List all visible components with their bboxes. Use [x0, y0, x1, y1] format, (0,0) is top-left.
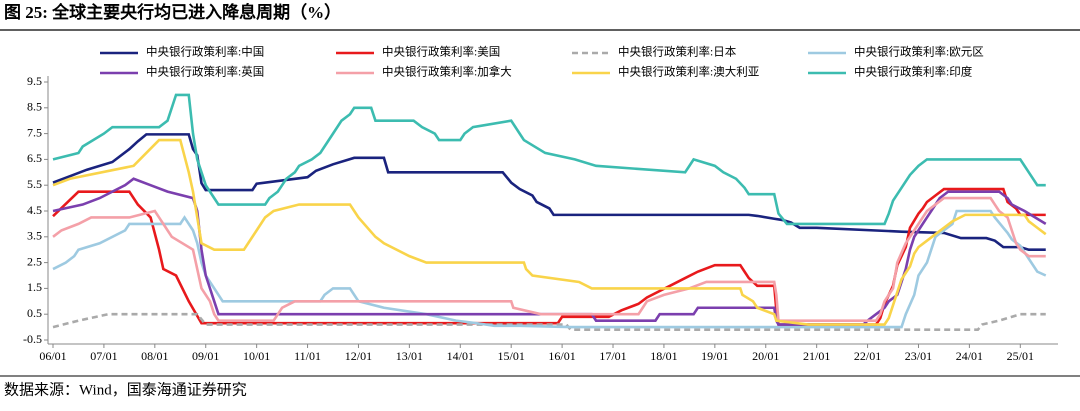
legend-label: 中央银行政策利率:中国	[146, 45, 264, 59]
legend-label: 中央银行政策利率:加拿大	[382, 65, 512, 79]
y-tick-label: 4.5	[27, 203, 42, 217]
legend-label: 中央银行政策利率:英国	[146, 65, 264, 79]
series-line	[52, 93, 1046, 226]
x-tick-label: 06/01	[39, 349, 66, 363]
y-tick-label: 0.5	[27, 306, 42, 320]
y-tick-label: 7.5	[27, 125, 42, 139]
series-line	[52, 177, 1047, 326]
legend-label: 中央银行政策利率:日本	[618, 45, 737, 59]
x-tick-label: 21/01	[803, 349, 830, 363]
chart-title: 图 25: 全球主要央行均已进入降息周期（%）	[4, 2, 341, 22]
y-tick-label: 5.5	[27, 177, 42, 191]
x-tick-label: 15/01	[498, 349, 525, 363]
x-tick-label: 09/01	[192, 349, 219, 363]
legend-label: 中央银行政策利率:欧元区	[854, 45, 984, 59]
y-tick-label: 3.5	[27, 229, 42, 243]
legend-label: 中央银行政策利率:印度	[854, 65, 973, 79]
x-tick-label: 13/01	[396, 349, 423, 363]
x-tick-label: 14/01	[447, 349, 474, 363]
legend-label: 中央银行政策利率:澳大利亚	[618, 65, 759, 79]
x-tick-label: 17/01	[599, 349, 626, 363]
series-line	[52, 209, 1047, 329]
x-tick-label: 19/01	[701, 349, 728, 363]
x-tick-label: 11/01	[294, 349, 321, 363]
y-tick-label: 8.5	[27, 100, 42, 114]
x-tick-label: 22/01	[854, 349, 881, 363]
series-line	[52, 187, 1046, 326]
legend-label: 中央银行政策利率:美国	[382, 45, 500, 59]
y-tick-label: 9.5	[27, 74, 42, 88]
series-line	[52, 133, 1046, 251]
y-tick-label: -0.5	[23, 332, 42, 346]
x-tick-label: 25/01	[1007, 349, 1034, 363]
y-tick-label: 6.5	[27, 151, 42, 165]
y-tick-label: 2.5	[27, 254, 42, 268]
x-tick-label: 10/01	[243, 349, 270, 363]
x-tick-label: 07/01	[90, 349, 117, 363]
x-tick-label: 12/01	[345, 349, 372, 363]
series-line	[52, 138, 1047, 326]
x-tick-label: 18/01	[650, 349, 677, 363]
x-tick-label: 24/01	[956, 349, 983, 363]
x-tick-label: 08/01	[141, 349, 168, 363]
y-tick-label: 1.5	[27, 280, 42, 294]
x-tick-label: 23/01	[905, 349, 932, 363]
source-note: 数据来源：Wind，国泰海通证券研究	[4, 381, 247, 398]
x-tick-label: 20/01	[752, 349, 779, 363]
x-tick-label: 16/01	[548, 349, 575, 363]
series-line	[52, 196, 1046, 322]
